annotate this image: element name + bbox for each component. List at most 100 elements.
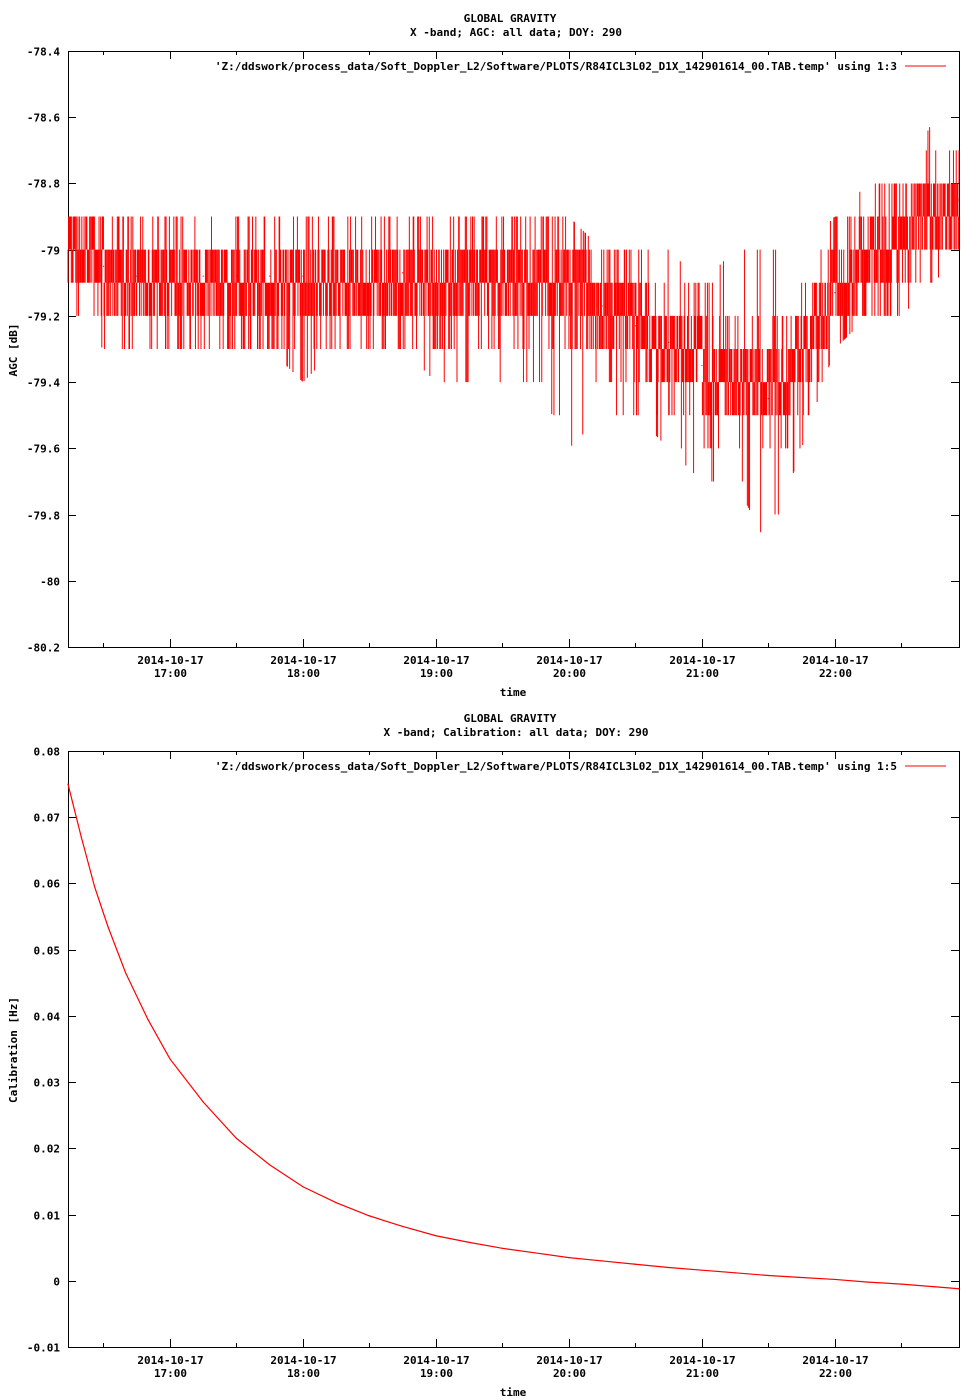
x-tick-date: 2014-10-17	[270, 654, 336, 667]
data-point	[269, 275, 271, 277]
data-point	[435, 1235, 437, 1237]
y-tick-label: -79.8	[27, 510, 60, 523]
y-tick-label: 0.01	[34, 1210, 61, 1223]
y-tick-label: 0.05	[34, 945, 61, 958]
data-point	[335, 1202, 337, 1204]
x-tick-date: 2014-10-17	[403, 654, 469, 667]
x-tick-time: 17:00	[154, 1367, 187, 1380]
calibration-series	[67, 783, 960, 1290]
data-point	[568, 1257, 570, 1259]
calibration-y-axis: 0.08 0.07 0.06 0.05 0.04 0.03 0.02 0.01 0 -0.01	[27, 746, 959, 1355]
x-tick-date: 2014-10-17	[137, 654, 203, 667]
x-tick-date: 2014-10-17	[536, 654, 602, 667]
x-tick-date: 2014-10-17	[403, 1354, 469, 1367]
data-point	[368, 1215, 371, 1217]
calibration-x-axis: 2014-10-1717:002014-10-1718:002014-10-17…	[103, 751, 902, 1380]
data-point	[67, 265, 69, 267]
data-point	[535, 288, 537, 290]
y-tick-label: 0.02	[34, 1143, 61, 1156]
agc-series	[67, 127, 960, 533]
x-tick-date: 2014-10-17	[270, 1354, 336, 1367]
agc-trace	[67, 127, 960, 533]
x-tick-time: 21:00	[686, 667, 719, 680]
data-point	[368, 272, 371, 274]
y-tick-label: 0.06	[34, 878, 61, 891]
data-point	[568, 288, 570, 290]
data-point	[701, 1269, 703, 1271]
y-tick-label: -78.8	[27, 178, 60, 191]
data-point	[634, 1263, 637, 1265]
data-point	[535, 1252, 537, 1254]
x-tick-time: 21:00	[686, 1367, 719, 1380]
data-point	[767, 398, 769, 400]
calibration-chart-title: GLOBAL GRAVITY	[464, 712, 557, 725]
agc-chart-subtitle: X -band; AGC: all data; DOY: 290	[410, 26, 622, 39]
y-tick-label: -78.4	[27, 46, 60, 59]
data-point	[94, 886, 96, 888]
data-point	[302, 1186, 304, 1188]
calibration-x-axis-label: time	[500, 1386, 527, 1399]
data-point	[734, 1272, 736, 1274]
y-tick-label: -80	[40, 576, 60, 589]
data-point	[958, 199, 960, 201]
data-point	[934, 1286, 936, 1288]
data-point	[834, 1278, 836, 1281]
y-tick-label: 0.04	[34, 1011, 61, 1024]
agc-chart-title: GLOBAL GRAVITY	[464, 12, 557, 25]
x-tick-time: 18:00	[287, 1367, 320, 1380]
x-tick-time: 17:00	[154, 667, 187, 680]
data-point	[202, 1101, 204, 1103]
y-tick-label: 0.08	[34, 746, 61, 759]
data-point	[501, 1247, 504, 1249]
x-tick-time: 19:00	[420, 1367, 453, 1380]
data-point	[468, 288, 470, 290]
data-point	[634, 325, 637, 327]
data-point	[801, 348, 803, 350]
x-tick-time: 22:00	[819, 1367, 852, 1380]
calibration-legend-label: 'Z:/ddswork/process_data/Soft_Doppler_L2…	[215, 760, 897, 773]
agc-plot-frame	[68, 51, 960, 648]
x-tick-date: 2014-10-17	[802, 654, 868, 667]
data-point	[501, 282, 504, 284]
data-point	[269, 1164, 271, 1166]
x-tick-date: 2014-10-17	[536, 1354, 602, 1367]
data-point	[900, 1283, 902, 1285]
x-tick-time: 22:00	[819, 667, 852, 680]
calibration-y-axis-label: Calibration [Hz]	[7, 997, 20, 1103]
agc-x-axis-label: time	[500, 686, 527, 699]
x-tick-date: 2014-10-17	[802, 1354, 868, 1367]
agc-legend-label: 'Z:/ddswork/process_data/Soft_Doppler_L2…	[215, 60, 897, 73]
calibration-chart: GLOBAL GRAVITY X -band; Calibration: all…	[7, 712, 960, 1399]
data-point	[136, 275, 138, 277]
x-tick-date: 2014-10-17	[669, 654, 735, 667]
data-point	[867, 1281, 869, 1283]
data-point	[169, 272, 171, 274]
data-point	[402, 272, 404, 274]
data-point	[834, 292, 836, 294]
x-tick-time: 20:00	[553, 667, 586, 680]
data-point	[958, 1288, 960, 1290]
agc-chart: GLOBAL GRAVITY X -band; AGC: all data; D…	[7, 12, 960, 699]
x-tick-date: 2014-10-17	[669, 1354, 735, 1367]
calibration-curve	[67, 783, 960, 1290]
data-point	[668, 341, 670, 343]
data-point	[202, 275, 204, 277]
agc-y-axis-label: AGC [dB]	[7, 324, 20, 377]
data-point	[468, 1241, 470, 1243]
data-point	[235, 275, 238, 277]
data-point	[102, 265, 105, 267]
data-point	[302, 275, 304, 277]
x-tick-time: 19:00	[420, 667, 453, 680]
data-point	[402, 1225, 404, 1228]
y-tick-label: -79.6	[27, 443, 60, 456]
y-tick-label: -80.2	[27, 642, 60, 655]
y-tick-label: -79.2	[27, 311, 60, 324]
y-tick-label: 0	[53, 1276, 60, 1289]
data-point	[668, 1266, 670, 1269]
data-point	[601, 1260, 603, 1262]
x-tick-time: 20:00	[553, 1367, 586, 1380]
x-tick-date: 2014-10-17	[137, 1354, 203, 1367]
y-tick-label: -79	[40, 245, 60, 258]
data-point	[235, 1137, 238, 1139]
y-tick-label: -79.4	[27, 377, 60, 390]
